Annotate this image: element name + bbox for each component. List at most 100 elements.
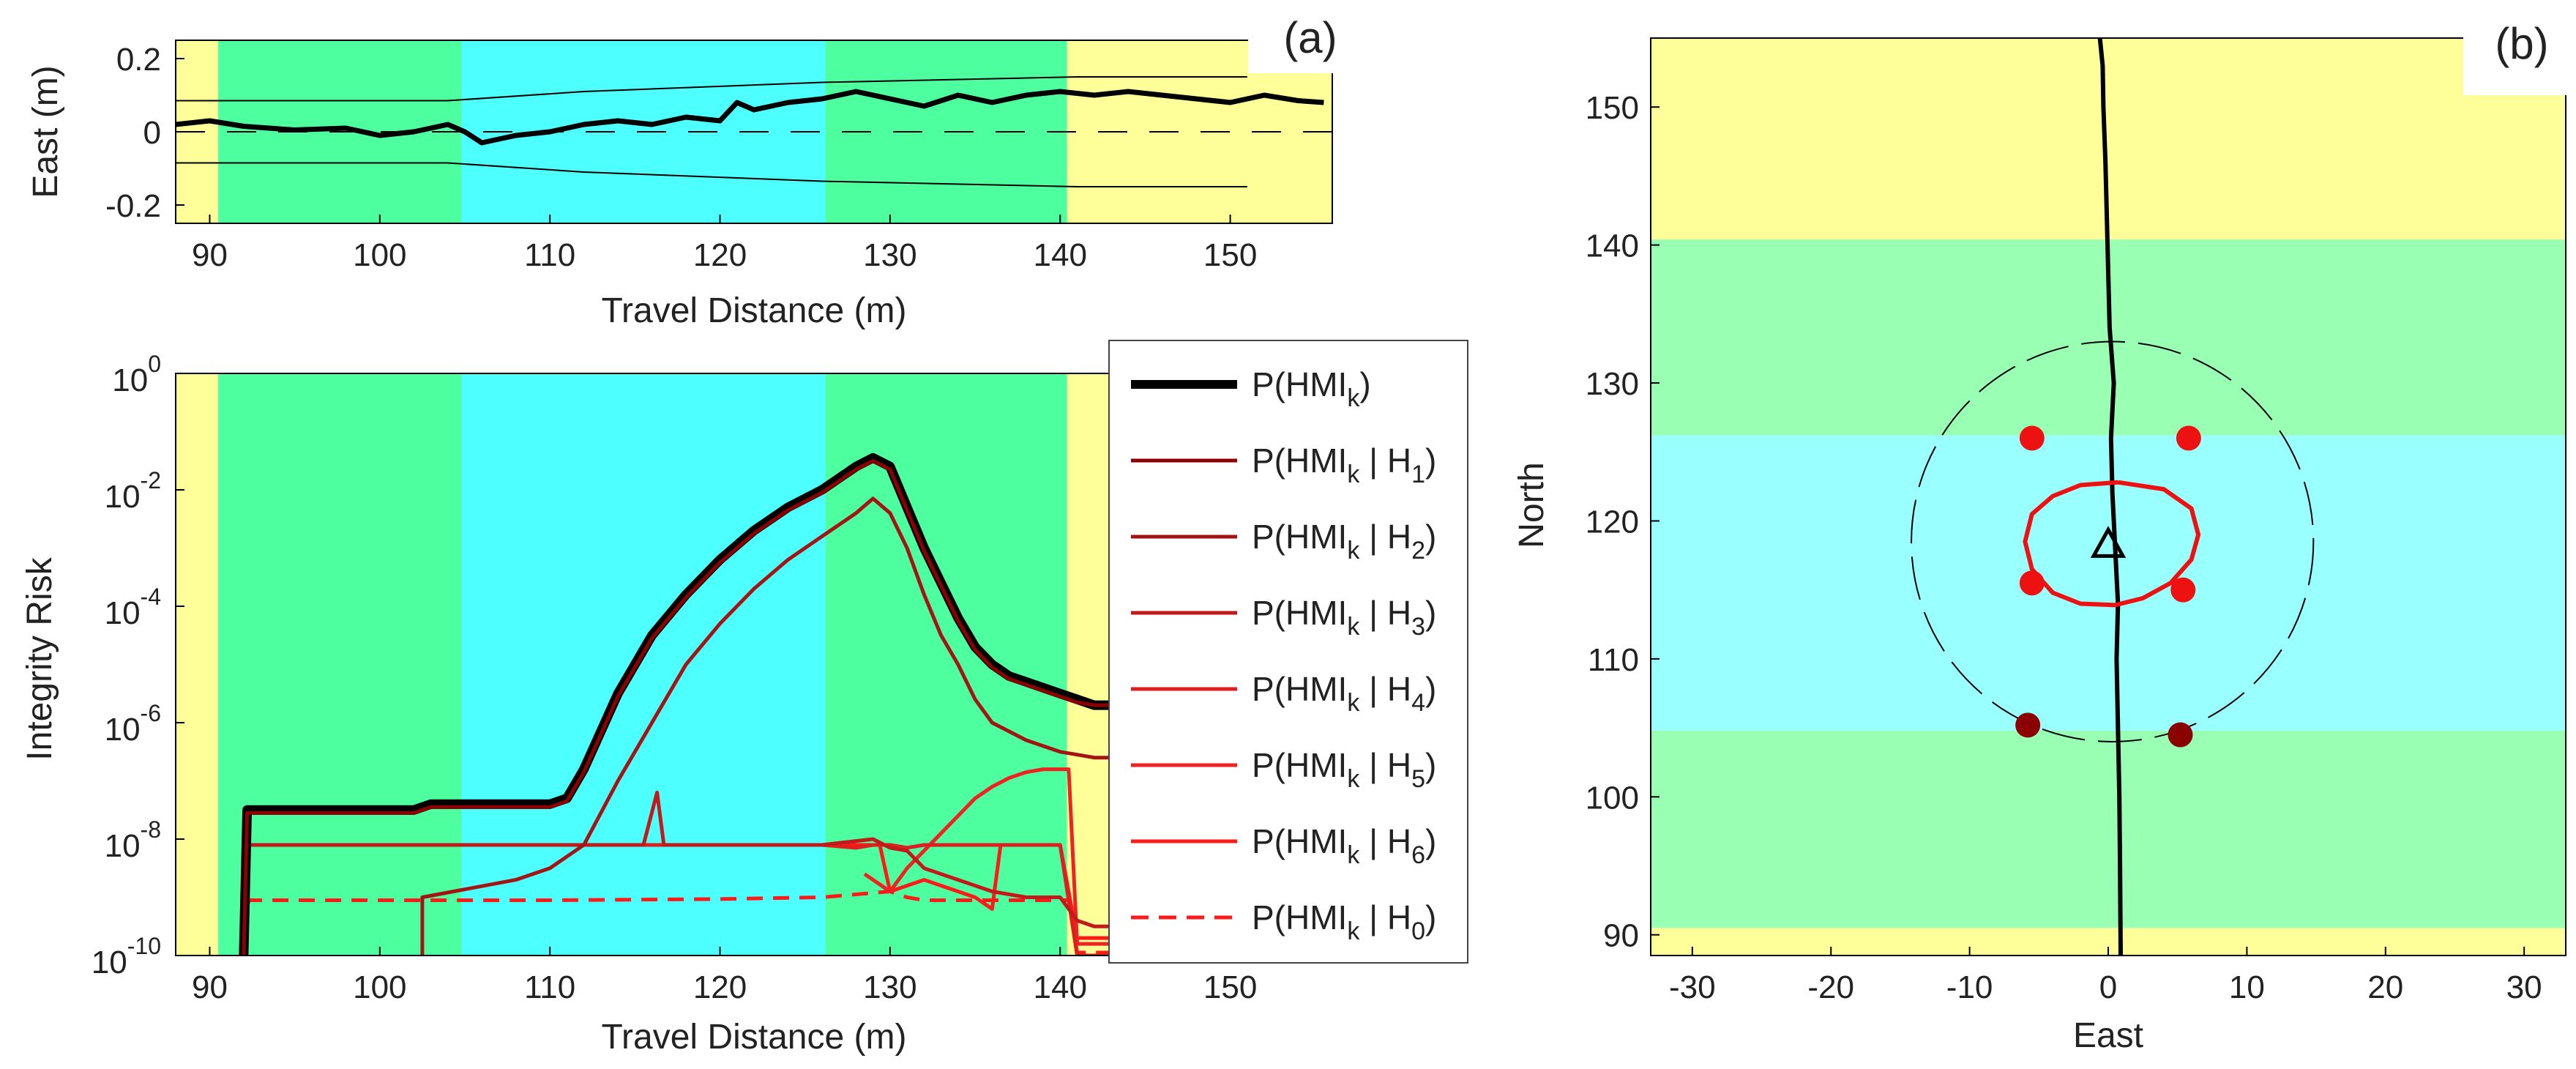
a-top-ytick-label: 0 [143, 115, 161, 151]
b-ytick-label: 110 [1588, 642, 1639, 678]
a-top-xtick-label: 90 [192, 237, 228, 273]
b-xtick-label: 30 [2506, 969, 2542, 1005]
a-bottom-yticks: 100 10-2 10-4 10-6 10-8 10-10 [92, 351, 184, 980]
a-top-xtick-label: 110 [524, 237, 575, 273]
b-xtick-label: 10 [2229, 969, 2265, 1005]
a-bottom-xtick-label: 110 [524, 969, 575, 1005]
a-top-series [176, 76, 1332, 187]
a-top-xtick-label: 120 [693, 237, 747, 273]
legend-entry: P(HMIk | H4) [1131, 670, 1436, 717]
legend-entry: P(HMIk | H2) [1131, 518, 1436, 565]
a-top-series-upper-bound [176, 76, 1247, 102]
b-band-1 [1651, 730, 2566, 928]
legend: P(HMIk) P(HMIk | H1) P(HMIk | H2) P(HMIk | … [1108, 340, 1468, 964]
legend-entry: P(HMIk | H6) [1131, 822, 1436, 869]
panel-a-bottom: 90 100 110 120 130 140 150 100 10-2 10-4 10-6 10-8… [20, 340, 1468, 1057]
legend-label: P(HMIk | H2) [1252, 518, 1436, 565]
b-ylabel: North [1512, 462, 1551, 548]
a-bottom-xtick-label: 150 [1203, 969, 1257, 1005]
a-top-ytick-label: -0.2 [105, 188, 161, 224]
landmark-2 [2019, 570, 2045, 596]
b-panel-label-bg [2463, 0, 2576, 95]
landmark-5 [2168, 722, 2193, 748]
legend-entry: P(HMIk | H1) [1131, 442, 1436, 488]
b-ytick-label: 130 [1586, 366, 1639, 402]
series-P-HMI-k-H2- [420, 496, 1111, 956]
a-panel-label-bg [1248, 0, 1365, 73]
landmark-3 [2170, 577, 2196, 603]
b-xtick-label: 0 [2099, 969, 2117, 1005]
a-bottom-xlabel: Travel Distance (m) [602, 1018, 907, 1057]
landmark-0 [2019, 425, 2045, 451]
a-bottom-band-2 [461, 373, 826, 956]
error-ellipse [2023, 480, 2201, 608]
a-top-xticks: 90 100 110 120 130 140 150 [192, 215, 1257, 273]
a-top-xlabel: Travel Distance (m) [602, 291, 907, 330]
landmark-1 [2176, 425, 2201, 451]
legend-box [1108, 340, 1468, 964]
a-bottom-ytick-label: 10-4 [105, 584, 161, 631]
legend-entry: P(HMIk | H5) [1131, 746, 1436, 793]
a-bottom-ylabel: Integrity Risk [20, 556, 59, 760]
legend-label: P(HMIk | H1) [1252, 442, 1436, 488]
legend-entry: P(HMIk | H0) [1131, 898, 1436, 945]
a-bottom-xtick-label: 90 [192, 969, 228, 1005]
a-top-ylabel: East (m) [26, 65, 65, 198]
a-top-xtick-label: 150 [1203, 237, 1257, 273]
b-xtick-label: 20 [2367, 969, 2403, 1005]
legend-entry: P(HMIk) [1131, 365, 1371, 412]
b-yticks: 90 100 110 120 130 140 150 [1586, 90, 1660, 954]
a-bottom-xtick-label: 140 [1034, 969, 1087, 1005]
a-bottom-ytick-label: 10-8 [105, 816, 161, 864]
b-ytick-label: 150 [1586, 90, 1639, 126]
b-content [1911, 38, 2315, 956]
legend-label: P(HMIk | H4) [1252, 670, 1436, 717]
a-bottom-ytick-label: 10-10 [92, 933, 161, 980]
legend-label: P(HMIk | H3) [1252, 594, 1436, 641]
trajectory-line [2097, 38, 2123, 956]
a-bottom-ytick-label: 10-2 [105, 467, 161, 515]
b-ytick-label: 120 [1586, 504, 1639, 540]
legend-label: P(HMIk | H6) [1252, 822, 1436, 869]
b-xticks: -30 -20 -10 0 10 20 30 [1669, 947, 2542, 1005]
b-ytick-label: 140 [1586, 228, 1639, 264]
b-xtick-label: -20 [1807, 969, 1854, 1005]
a-bottom-xticks: 90 100 110 120 130 140 150 [192, 947, 1257, 1005]
series-total-overlay [239, 452, 1111, 956]
a-top-series-east-error [176, 89, 1324, 146]
legend-label: P(HMIk | H5) [1252, 746, 1436, 793]
b-band-2 [1651, 435, 2566, 731]
legend-label: P(HMIk) [1252, 365, 1371, 412]
b-xtick-label: -10 [1946, 969, 1993, 1005]
legend-label: P(HMIk | H0) [1252, 898, 1436, 945]
a-top-xtick-label: 140 [1034, 237, 1087, 273]
b-ytick-label: 90 [1603, 918, 1639, 954]
a-bottom-xtick-label: 120 [693, 969, 747, 1005]
a-panel-label: (a) [1283, 13, 1337, 62]
a-bottom-ytick-label: 100 [112, 351, 161, 398]
a-top-yticks: 0.2 0 -0.2 [105, 42, 184, 224]
a-bottom-band-1 [218, 373, 462, 956]
series-P-HMI-k-H4- [242, 843, 1111, 956]
a-bottom-series [239, 452, 1111, 956]
b-bands [1651, 38, 2566, 956]
b-ytick-label: 100 [1586, 780, 1639, 816]
panel-b: -30 -20 -10 0 10 20 30 90 100 110 120 130 140 150 Ea… [1512, 0, 2576, 1055]
landmark-4 [2015, 712, 2041, 738]
a-top-xtick-label: 130 [863, 237, 916, 273]
a-bottom-band-0 [176, 373, 219, 956]
a-top-series-lower-bound [176, 162, 1247, 187]
series-P-HMI-k-H5- [863, 767, 1111, 946]
vehicle-marker [2090, 526, 2127, 558]
series-P-HMI-k-H3- [242, 790, 1111, 956]
series-H1-overlay [242, 458, 1111, 956]
b-panel-label: (b) [2495, 19, 2548, 68]
b-xtick-label: -30 [1669, 969, 1716, 1005]
a-top-xtick-label: 100 [353, 237, 406, 273]
legend-entry: P(HMIk | H3) [1131, 594, 1436, 641]
a-bottom-ytick-label: 10-6 [105, 700, 161, 748]
a-bottom-xtick-label: 130 [863, 969, 916, 1005]
b-xlabel: East [2073, 1016, 2143, 1055]
a-bottom-band-3 [825, 373, 1067, 956]
